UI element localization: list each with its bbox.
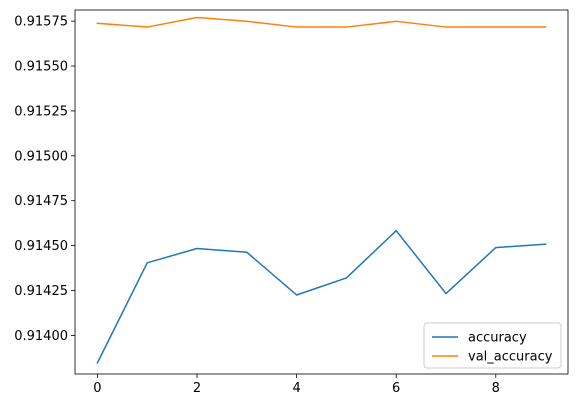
legend-box — [423, 322, 562, 369]
x-tick-label: 2 — [193, 381, 201, 396]
y-tick-label: 0.91425 — [14, 284, 68, 299]
plot-area — [74, 9, 569, 375]
x-tick-label: 8 — [492, 381, 500, 396]
series-layer — [96, 16, 547, 364]
y-tick-label: 0.91550 — [14, 60, 68, 75]
y-tick-label: 0.91475 — [14, 194, 68, 209]
y-axis: 0.91400 0.91425 0.91450 0.91475 0.91500 0.915… — [14, 15, 75, 344]
plot-frame — [74, 9, 569, 375]
y-tick-label: 0.91525 — [14, 104, 68, 119]
series-line-accuracy — [96, 229, 547, 364]
legend: accuracy val_accuracy — [423, 322, 562, 369]
x-axis: 0 2 4 6 8 — [93, 374, 500, 396]
y-tick-label: 0.91575 — [14, 15, 68, 30]
x-tick-label: 0 — [93, 381, 101, 396]
y-tick-label: 0.91500 — [14, 149, 68, 164]
legend-label-accuracy: accuracy — [468, 331, 527, 346]
y-tick-label: 0.91450 — [14, 239, 68, 254]
series-line-val-accuracy — [96, 16, 547, 28]
x-tick-label: 4 — [292, 381, 300, 396]
x-tick-label: 6 — [392, 381, 400, 396]
legend-label-val-accuracy: val_accuracy — [468, 350, 553, 365]
y-tick-label: 0.91400 — [14, 329, 68, 344]
